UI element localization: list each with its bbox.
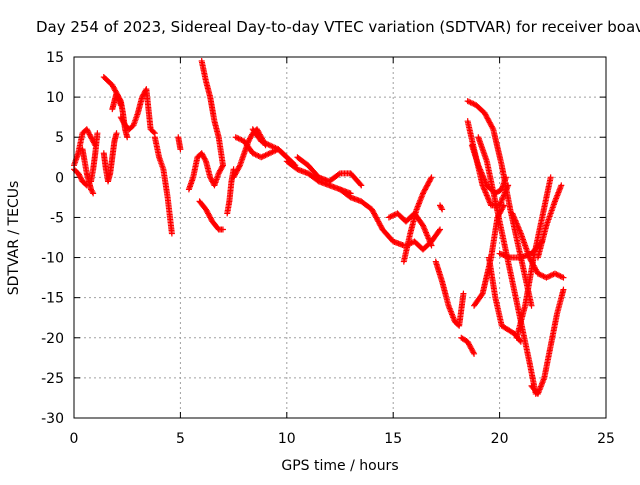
series-arc-36: [528, 286, 567, 397]
y-tick-label: -25: [41, 371, 64, 387]
data-point: [489, 124, 496, 131]
data-point: [460, 290, 467, 297]
data-point: [117, 96, 124, 103]
series-arc-10: [175, 134, 184, 153]
series-arc-12: [196, 198, 226, 233]
y-tick-label: -15: [41, 291, 64, 307]
data-point: [517, 338, 524, 345]
data-point: [124, 134, 131, 141]
series-arc-11: [185, 150, 226, 193]
y-tick-label: 10: [46, 90, 64, 106]
x-axis-label: GPS time / hours: [281, 458, 398, 474]
chart-title: Day 254 of 2023, Sidereal Day-to-day VTE…: [36, 18, 640, 36]
x-tick-label: 20: [491, 431, 509, 447]
series-arc-24: [437, 202, 446, 213]
series-arc-08: [117, 86, 158, 137]
series-arc-25: [432, 258, 467, 329]
data-point: [113, 130, 120, 137]
y-tick-label: -5: [50, 210, 64, 226]
y-tick-label: 15: [46, 50, 64, 66]
x-tick-label: 10: [278, 431, 296, 447]
series-arc-19: [294, 154, 365, 189]
series-arc-14: [224, 166, 237, 217]
data-point: [502, 174, 509, 181]
grid: [74, 57, 606, 418]
data-point: [516, 337, 523, 344]
data-point: [90, 190, 97, 197]
data-point: [219, 226, 226, 233]
series-arc-23: [402, 226, 444, 253]
series-arc-37: [534, 182, 565, 261]
data-point: [428, 174, 435, 181]
data-point: [500, 203, 507, 210]
data-point: [89, 189, 96, 196]
data-point: [560, 286, 567, 293]
x-tick-label: 15: [384, 431, 402, 447]
data-point: [335, 171, 342, 178]
x-tick-labels: 0 5 10 15 20 25: [70, 431, 615, 447]
series-arc-07: [109, 90, 131, 141]
y-axis-label: SDTVAR / TECUs: [6, 181, 22, 296]
series-arc-35: [513, 174, 554, 341]
series-arc-09: [151, 134, 175, 237]
data-point: [547, 174, 554, 181]
data-points: [71, 58, 567, 397]
y-tick-labels: -30 -25 -20 -15 -10 -5 0 5 10 15: [41, 50, 64, 427]
series-arc-04: [88, 130, 101, 185]
data-point: [471, 350, 478, 357]
data-point: [439, 206, 446, 213]
data-point: [438, 205, 445, 212]
data-point: [560, 274, 567, 281]
data-point: [150, 129, 157, 136]
y-tick-label: -10: [41, 251, 64, 267]
series-arc-06: [100, 130, 120, 185]
data-point: [436, 227, 443, 234]
series-arc-26: [458, 334, 478, 357]
y-tick-label: -20: [41, 331, 64, 347]
data-point: [427, 175, 434, 182]
data-point: [357, 181, 364, 188]
series-arc-13: [198, 58, 226, 169]
data-point: [437, 226, 444, 233]
data-point: [470, 349, 477, 356]
data-point: [168, 230, 175, 237]
y-tick-label: 0: [55, 170, 64, 186]
data-point: [500, 202, 507, 209]
data-point: [177, 146, 184, 153]
series-arc-20: [337, 186, 407, 249]
data-point: [358, 182, 365, 189]
data-point: [219, 162, 226, 169]
data-point: [558, 182, 565, 189]
data-point: [528, 302, 535, 309]
series-arc-22: [400, 174, 435, 265]
data-point: [236, 163, 243, 170]
data-point: [478, 291, 485, 298]
x-tick-label: 0: [70, 431, 79, 447]
axis-ticks: [73, 56, 607, 419]
data-point: [94, 130, 101, 137]
data-point: [202, 156, 209, 163]
plot-frame: [73, 56, 607, 419]
y-tick-label: -30: [41, 411, 64, 427]
y-tick-label: 5: [55, 130, 64, 146]
x-tick-label: 5: [176, 431, 185, 447]
x-tick-label: 25: [597, 431, 615, 447]
